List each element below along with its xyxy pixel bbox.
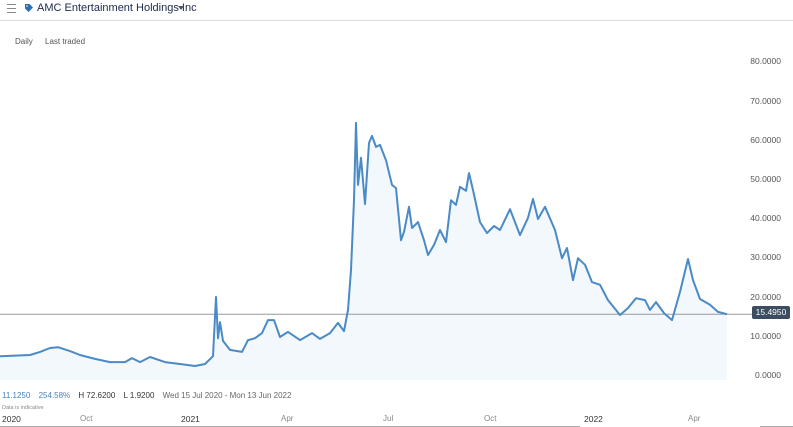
y-tick-label: 0.0000: [755, 370, 781, 380]
tag-icon: [25, 4, 33, 12]
data-note: Data is indicative: [2, 405, 44, 411]
x-tick-label: 2022: [584, 414, 603, 424]
y-tick-label: 10.0000: [750, 330, 781, 341]
caret-down-icon[interactable]: [178, 6, 184, 10]
high-value: H 72.6200: [78, 391, 116, 400]
date-range: Wed 15 Jul 2020 - Mon 13 Jun 2022: [162, 391, 292, 400]
x-tick-label: Apr: [688, 414, 701, 423]
hamburger-menu-icon[interactable]: [7, 4, 16, 13]
price-line: [0, 121, 728, 367]
chart-header: AMC Entertainment Holdings Inc: [0, 0, 793, 21]
change-value: 11.1250: [2, 391, 31, 400]
y-tick-label: 30.0000: [750, 252, 781, 263]
y-tick-label: 60.0000: [750, 134, 781, 145]
x-tick-label: Apr: [281, 414, 294, 423]
interval-selector[interactable]: Daily: [15, 37, 33, 46]
price-type-selector[interactable]: Last traded: [45, 37, 86, 46]
x-tick-label: 2021: [181, 414, 200, 424]
y-tick-label: 20.0000: [750, 291, 781, 302]
stats-bar: 11.1250 254.58% H 72.6200 L 1.9200 Wed 1…: [2, 391, 297, 400]
y-tick-label: 40.0000: [750, 213, 781, 224]
x-tick-label: 2020: [2, 414, 21, 424]
change-percent: 254.58%: [38, 391, 71, 400]
x-tick-label: Oct: [80, 414, 93, 423]
y-tick-label: 70.0000: [750, 95, 781, 106]
x-tick-label: Oct: [484, 414, 497, 423]
area-fill: [0, 122, 727, 381]
current-price-badge: 15.4950: [752, 306, 790, 319]
x-tick-label: Jul: [383, 414, 394, 423]
y-tick-label: 80.0000: [750, 56, 781, 67]
instrument-title[interactable]: AMC Entertainment Holdings Inc: [37, 2, 197, 14]
low-value: L 1.9200: [123, 391, 155, 400]
y-tick-label: 50.0000: [750, 174, 781, 184]
